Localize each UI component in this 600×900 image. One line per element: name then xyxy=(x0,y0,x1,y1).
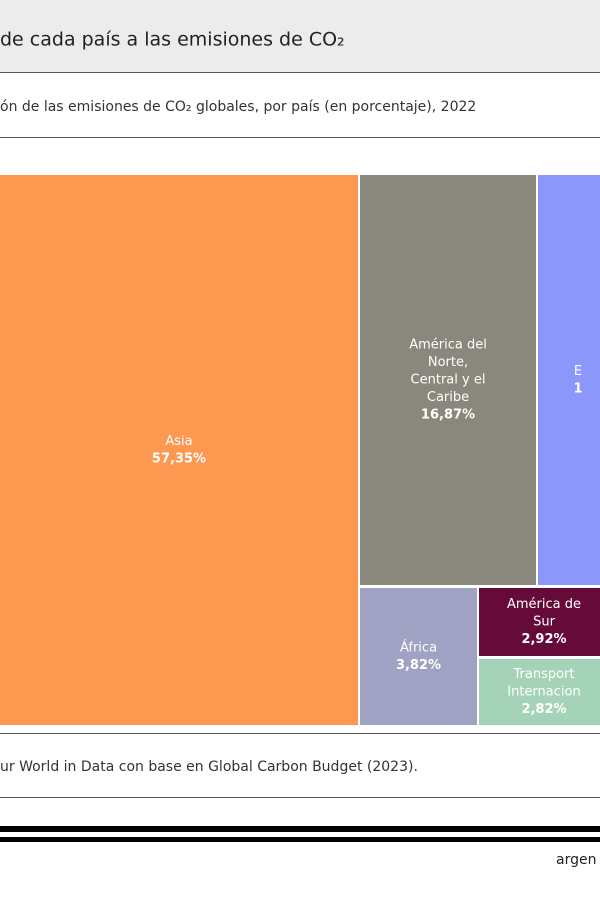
tile xyxy=(0,175,358,725)
source-note: ur World in Data con base en Global Carb… xyxy=(0,759,418,775)
tile xyxy=(538,175,600,585)
chart-subtitle: ón de las emisiones de CO₂ globales, por… xyxy=(0,99,476,115)
tile-label: Internacion xyxy=(507,685,580,700)
treemap: Asia 57,35% América del Norte, Central y el C… xyxy=(0,175,600,725)
tile-label: Norte, xyxy=(428,355,468,370)
tile-value: 1 xyxy=(573,381,582,396)
tile xyxy=(479,659,600,725)
header-band xyxy=(0,0,600,72)
tile-value: 57,35% xyxy=(152,451,206,466)
tile-label: Sur xyxy=(533,615,555,630)
tile-label: América de xyxy=(507,597,581,612)
tile-label: Central y el xyxy=(411,373,486,388)
chart-title: de cada país a las emisiones de CO₂ xyxy=(0,29,345,51)
rule xyxy=(0,837,600,842)
tile-label: Asia xyxy=(165,434,192,449)
tile-value: 3,82% xyxy=(396,658,441,673)
tile xyxy=(360,588,477,725)
tile-label: Caribe xyxy=(427,390,469,405)
tile xyxy=(479,588,600,656)
tile-label: Transport xyxy=(512,667,574,682)
tile-label: E xyxy=(574,364,582,379)
tile xyxy=(360,175,536,585)
tile-value: 16,87% xyxy=(421,408,475,423)
tile-label: América del xyxy=(409,338,487,353)
footer-brand: argen xyxy=(556,852,596,868)
tile-label: África xyxy=(400,639,437,655)
rule xyxy=(0,826,600,832)
tile-value: 2,92% xyxy=(521,632,566,647)
tile-value: 2,82% xyxy=(521,702,566,717)
